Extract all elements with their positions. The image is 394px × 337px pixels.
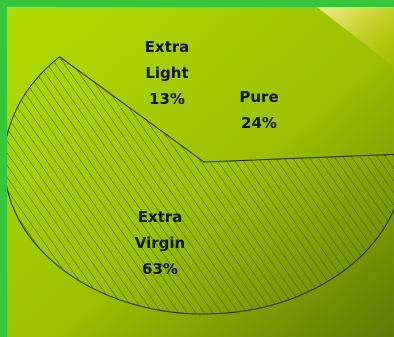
pie-slice [7, 56, 394, 315]
slice-label: Extra Virgin 63% [135, 208, 185, 278]
slice-label: Pure 24% [239, 88, 278, 132]
pie-chart: Pure 24% Extra Light 13% Extra Virgin 63% [7, 7, 394, 337]
slice-label: Extra Light 13% [145, 38, 190, 108]
chart-area: Pure 24% Extra Light 13% Extra Virgin 63% [7, 7, 394, 337]
corner-accent [317, 7, 394, 67]
